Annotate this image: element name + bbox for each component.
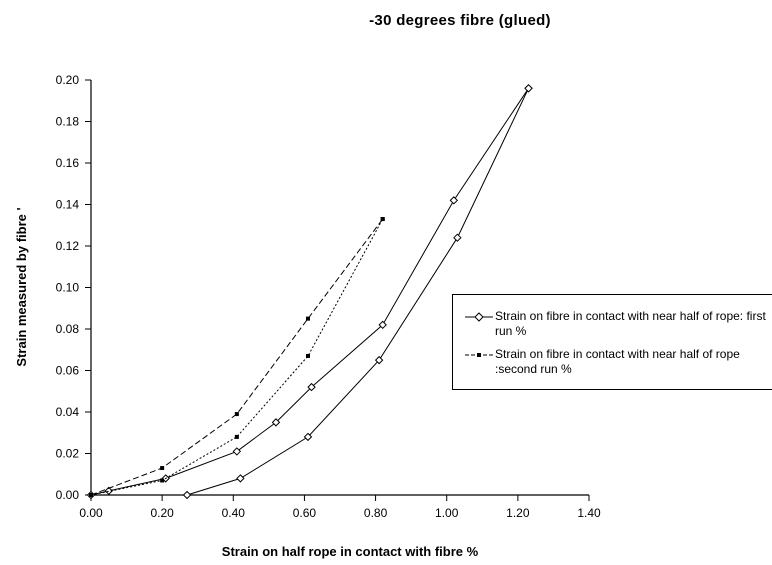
legend: Strain on fibre in contact with near hal… — [452, 294, 772, 390]
data-point-diamond — [378, 320, 387, 330]
legend-label-first-run: Strain on fibre in contact with near hal… — [495, 309, 766, 338]
chart-title: -30 degrees fibre (glued) — [369, 12, 551, 29]
data-point-star — [305, 353, 310, 358]
series-line-1-2 — [186, 88, 529, 496]
data-point-star — [234, 412, 239, 417]
x-tick-label: 0.20 — [150, 506, 174, 520]
y-tick-label: 0.20 — [56, 73, 80, 87]
x-tick-label: 1.20 — [506, 506, 530, 520]
y-tick-label: 0.10 — [56, 281, 80, 295]
series-layer — [86, 84, 533, 500]
x-tick-label: 1.00 — [435, 506, 459, 520]
y-tick-label: 0.16 — [56, 156, 80, 170]
x-tick-label: 0.00 — [79, 506, 103, 520]
data-point-star — [380, 217, 385, 222]
data-point-diamond — [307, 382, 316, 392]
data-point-diamond — [271, 418, 281, 427]
data-point-diamond — [524, 84, 533, 93]
y-tick-label: 0.00 — [56, 488, 80, 502]
x-tick-label: 0.80 — [364, 506, 388, 520]
y-tick-label: 0.12 — [56, 239, 80, 253]
series-line-2-1 — [90, 218, 384, 496]
legend-label-second-run: Strain on fibre in contact with near hal… — [495, 347, 740, 376]
data-point-diamond — [303, 432, 313, 442]
y-tick-label: 0.02 — [56, 447, 80, 461]
data-point-star — [160, 466, 165, 471]
series-line-2-2 — [90, 218, 384, 496]
data-point-star — [89, 493, 93, 497]
data-point-diamond — [232, 447, 242, 456]
y-tick-label: 0.08 — [56, 322, 80, 336]
legend-item-second-run: Strain on fibre in contact with near hal… — [463, 347, 772, 377]
data-point-diamond — [453, 233, 462, 242]
data-point-star — [160, 478, 165, 483]
data-point-diamond — [449, 196, 459, 205]
x-axis-title: Strain on half rope in contact with fibr… — [222, 544, 479, 559]
y-axis-title: Strain measured by fibre ' — [14, 207, 29, 366]
legend-swatch-diamond-icon — [465, 312, 493, 322]
x-tick-label: 0.40 — [222, 506, 246, 520]
series-line-1-1 — [90, 88, 529, 496]
x-tick-label: 0.60 — [293, 506, 317, 520]
y-tick-label: 0.04 — [56, 405, 80, 419]
axes: 0.00 0.02 0.04 0.06 0.08 0.10 0.12 0.14 0.16 0.18… — [56, 73, 601, 520]
data-point-diamond — [182, 490, 192, 500]
y-tick-label: 0.14 — [56, 198, 80, 212]
data-point-star — [234, 434, 239, 439]
data-point-diamond — [236, 474, 245, 483]
data-point-star — [305, 316, 310, 321]
data-point-diamond — [104, 486, 113, 496]
legend-item-first-run: Strain on fibre in contact with near hal… — [463, 309, 772, 339]
data-point-diamond — [374, 355, 384, 365]
y-tick-label: 0.06 — [56, 364, 80, 378]
legend-swatch-star-icon — [465, 353, 493, 357]
x-tick-label: 1.40 — [577, 506, 601, 520]
y-tick-label: 0.18 — [56, 115, 80, 129]
